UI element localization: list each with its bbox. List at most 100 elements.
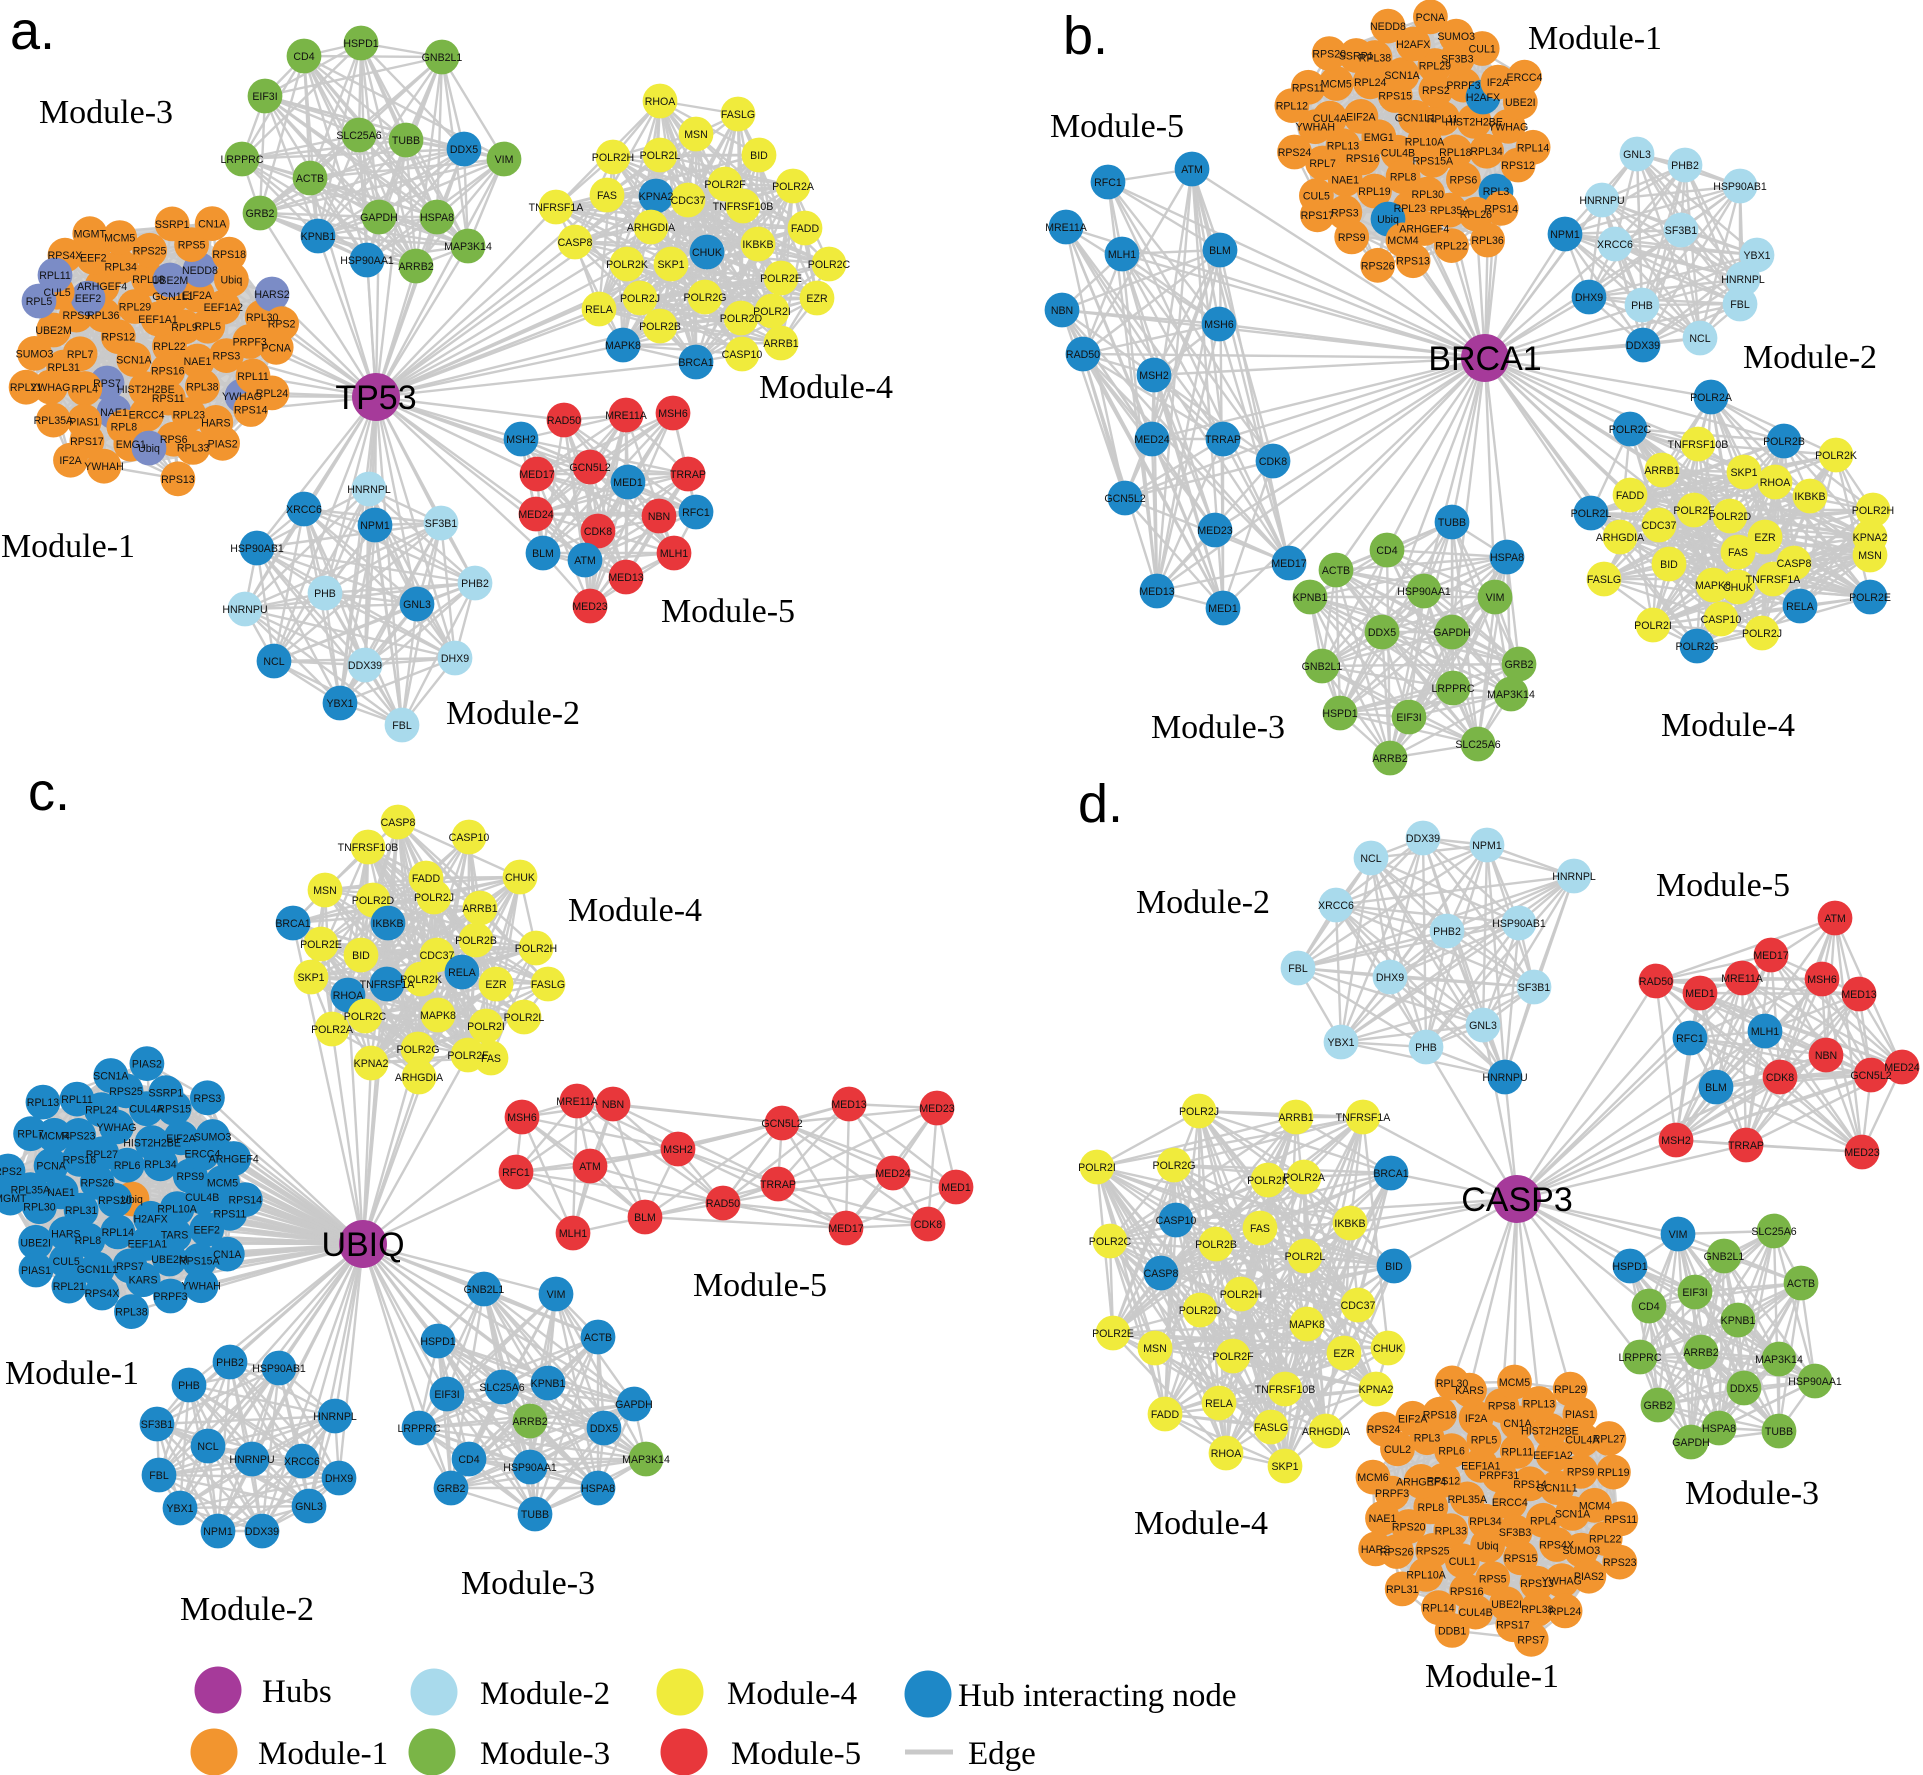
svg-text:MRE11A: MRE11A xyxy=(605,410,648,422)
svg-text:POLR2K: POLR2K xyxy=(1247,1175,1289,1187)
svg-text:POLR2H: POLR2H xyxy=(515,943,557,955)
svg-text:MSH6: MSH6 xyxy=(1204,319,1234,331)
svg-text:TRRAP: TRRAP xyxy=(670,469,706,481)
svg-text:RPL34: RPL34 xyxy=(144,1159,176,1171)
svg-text:RPS6: RPS6 xyxy=(160,434,188,446)
svg-text:SUMO3: SUMO3 xyxy=(1437,31,1475,43)
svg-text:POLR2J: POLR2J xyxy=(1179,1106,1219,1118)
svg-text:RPS11: RPS11 xyxy=(1604,1514,1637,1526)
svg-text:MSN: MSN xyxy=(684,129,708,141)
svg-text:TNFRSF10B: TNFRSF10B xyxy=(713,201,774,213)
svg-text:MRE11A: MRE11A xyxy=(1721,973,1764,985)
svg-text:Ubiq: Ubiq xyxy=(1477,1540,1499,1552)
svg-text:TNFRSF10B: TNFRSF10B xyxy=(1668,439,1729,451)
svg-text:KPNB1: KPNB1 xyxy=(1721,1315,1756,1327)
svg-text:TRRAP: TRRAP xyxy=(1728,1140,1764,1152)
svg-text:GRB2: GRB2 xyxy=(246,208,275,220)
svg-text:ARRB2: ARRB2 xyxy=(398,261,433,273)
svg-text:IKBKB: IKBKB xyxy=(1794,491,1825,503)
svg-text:ACTB: ACTB xyxy=(1787,1278,1815,1290)
svg-text:SCN1A: SCN1A xyxy=(1384,70,1420,82)
svg-text:TUBB: TUBB xyxy=(1765,1426,1793,1438)
svg-text:MCM4: MCM4 xyxy=(1579,1500,1610,1512)
svg-text:ARHGDIA: ARHGDIA xyxy=(627,222,676,234)
svg-text:NBN: NBN xyxy=(1051,305,1073,317)
svg-text:RPS20: RPS20 xyxy=(1392,1522,1426,1534)
svg-text:RPL24: RPL24 xyxy=(85,1105,117,1117)
svg-text:RPS2: RPS2 xyxy=(0,1166,22,1178)
svg-text:POLR2L: POLR2L xyxy=(1285,1251,1326,1263)
svg-text:EMG1: EMG1 xyxy=(1364,132,1394,144)
svg-text:POLR2F: POLR2F xyxy=(447,1050,489,1062)
svg-text:NBN: NBN xyxy=(602,1099,624,1111)
svg-text:H2AFX: H2AFX xyxy=(134,1213,168,1225)
svg-text:CUL5: CUL5 xyxy=(44,287,71,299)
svg-text:c.: c. xyxy=(28,762,70,822)
svg-text:RPL7: RPL7 xyxy=(17,1129,44,1141)
svg-text:POLR2I: POLR2I xyxy=(1078,1162,1116,1174)
svg-text:FADD: FADD xyxy=(1616,490,1645,502)
svg-text:HARS: HARS xyxy=(1361,1544,1390,1556)
svg-text:POLR2D: POLR2D xyxy=(720,313,763,325)
svg-text:RPS5: RPS5 xyxy=(178,240,206,252)
svg-text:CHUK: CHUK xyxy=(692,247,722,259)
svg-text:UBE2I: UBE2I xyxy=(1491,1599,1522,1611)
svg-text:SUMO3: SUMO3 xyxy=(194,1132,232,1144)
svg-text:MCM5: MCM5 xyxy=(207,1178,238,1190)
svg-text:RPL35A: RPL35A xyxy=(34,415,74,427)
svg-text:POLR2D: POLR2D xyxy=(352,895,395,907)
svg-text:MED17: MED17 xyxy=(1753,950,1788,962)
svg-text:MRE11A: MRE11A xyxy=(1045,222,1088,234)
svg-text:POLR2G: POLR2G xyxy=(397,1044,440,1056)
svg-text:KPNA2: KPNA2 xyxy=(1853,532,1888,544)
svg-text:RPS5: RPS5 xyxy=(1479,1574,1507,1586)
svg-text:RPL38: RPL38 xyxy=(1359,53,1391,65)
svg-text:DDX5: DDX5 xyxy=(1730,1383,1758,1395)
svg-text:KPNB1: KPNB1 xyxy=(1293,592,1328,604)
svg-text:RPL3: RPL3 xyxy=(1414,1433,1441,1445)
svg-text:PRPF3: PRPF3 xyxy=(153,1291,187,1303)
svg-text:RPL5: RPL5 xyxy=(26,296,53,308)
svg-text:FBL: FBL xyxy=(392,720,412,732)
svg-text:KPNA2: KPNA2 xyxy=(1359,1384,1394,1396)
svg-text:RPL29: RPL29 xyxy=(119,302,151,314)
svg-text:RPS17: RPS17 xyxy=(70,436,104,448)
svg-text:RPL23: RPL23 xyxy=(173,410,205,422)
svg-text:POLR2A: POLR2A xyxy=(311,1024,354,1036)
svg-text:RFC1: RFC1 xyxy=(1676,1033,1704,1045)
svg-text:PRPF3: PRPF3 xyxy=(1446,80,1480,92)
svg-text:Module-2: Module-2 xyxy=(446,695,580,732)
svg-text:GCN1L1: GCN1L1 xyxy=(77,1264,118,1276)
svg-text:MED13: MED13 xyxy=(831,1099,866,1111)
svg-text:RPL11: RPL11 xyxy=(39,270,71,282)
svg-text:FADD: FADD xyxy=(791,223,820,235)
svg-text:RPS15A: RPS15A xyxy=(179,1256,221,1268)
svg-text:DDX39: DDX39 xyxy=(245,1526,279,1538)
svg-text:PIAS1: PIAS1 xyxy=(21,1265,51,1277)
svg-text:PRPF3: PRPF3 xyxy=(233,337,267,349)
svg-text:NBN: NBN xyxy=(1815,1050,1837,1062)
svg-text:IKBKB: IKBKB xyxy=(742,239,773,251)
svg-text:RPL19: RPL19 xyxy=(1358,186,1390,198)
svg-text:SLC25A6: SLC25A6 xyxy=(1751,1226,1796,1238)
svg-text:RPL31: RPL31 xyxy=(1386,1584,1418,1596)
svg-text:BLM: BLM xyxy=(1705,1082,1727,1094)
svg-text:RPL11: RPL11 xyxy=(237,371,269,383)
svg-text:CHUK: CHUK xyxy=(1373,1343,1403,1355)
svg-text:HNRNPU: HNRNPU xyxy=(1482,1072,1527,1084)
svg-text:POLR2F: POLR2F xyxy=(704,179,746,191)
svg-text:RPL36: RPL36 xyxy=(87,310,119,322)
svg-text:GAPDH: GAPDH xyxy=(1672,1437,1710,1449)
svg-text:NAE1: NAE1 xyxy=(100,407,128,419)
svg-text:NCL: NCL xyxy=(1689,333,1710,345)
svg-text:SKP1: SKP1 xyxy=(297,972,324,984)
svg-text:RPS13: RPS13 xyxy=(1396,256,1430,268)
svg-text:RPL29: RPL29 xyxy=(1554,1384,1586,1396)
svg-text:TUBB: TUBB xyxy=(392,135,420,147)
svg-text:RPL27: RPL27 xyxy=(86,1149,118,1161)
svg-text:MED24: MED24 xyxy=(875,1168,910,1180)
svg-text:MAPK8: MAPK8 xyxy=(1289,1319,1325,1331)
svg-text:TRRAP: TRRAP xyxy=(760,1179,796,1191)
svg-text:RELA: RELA xyxy=(585,304,614,316)
svg-text:RPL8: RPL8 xyxy=(111,422,138,434)
